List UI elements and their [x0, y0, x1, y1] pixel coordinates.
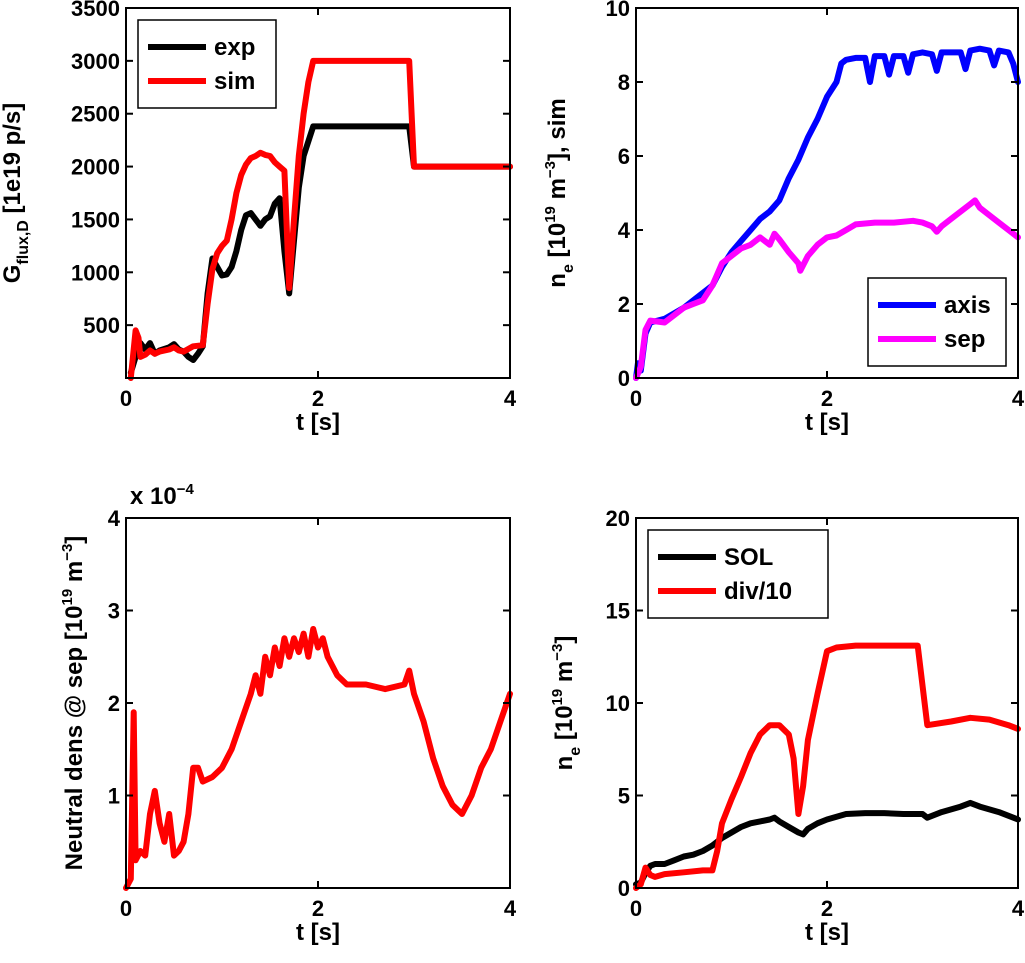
series-line-sim — [127, 57, 513, 381]
x-axis-label: t [s] — [805, 409, 849, 436]
chart-panel-top-left: 0 2 4 500 1000 1500 2000 2500 3000 3500 t [s] Gflux… — [0, 0, 517, 436]
series-line-neutral-density — [123, 626, 513, 891]
series-line-sep — [633, 197, 1021, 381]
legend-label: div/10 — [724, 578, 792, 605]
x-tick-label: 2 — [821, 896, 833, 921]
legend: axis sep — [867, 277, 1007, 367]
x-tick-label: 2 — [312, 896, 324, 921]
y-tick-label: 2500 — [71, 102, 120, 127]
y-tick-label: 5 — [618, 784, 630, 809]
y-tick-label: 8 — [618, 70, 630, 95]
y-tick-label: 4 — [108, 506, 121, 531]
y-tick-label: 0 — [618, 366, 630, 391]
y-tick-label: 0 — [618, 876, 630, 901]
y-tick-label: 15 — [606, 599, 630, 624]
y-tick-label: 10 — [606, 691, 630, 716]
legend-box — [867, 277, 1007, 367]
x-tick-label: 0 — [120, 896, 132, 921]
x-tick-label: 0 — [630, 386, 642, 411]
x-tick-label: 0 — [630, 896, 642, 921]
y-axis-label: Gflux,D [1e19 p/s] — [0, 103, 32, 284]
x-tick-label: 2 — [312, 386, 324, 411]
x-tick-label: 4 — [504, 386, 517, 411]
y-tick-label: 1 — [108, 784, 120, 809]
x-tick-label: 4 — [1012, 896, 1025, 921]
chart-panel-bottom-left: 0 2 4 1 2 3 4 t [s] Neutral dens @ sep [1019 m−3… — [59, 481, 517, 946]
legend-box — [647, 529, 829, 619]
x-axis-label: t [s] — [296, 409, 340, 436]
y-tick-label: 1000 — [71, 260, 120, 285]
x-tick-label: 4 — [1012, 386, 1025, 411]
x-axis-label: t [s] — [805, 919, 849, 946]
legend-label: SOL — [724, 544, 773, 571]
x-tick-label: 4 — [504, 896, 517, 921]
chart-panel-top-right: 0 2 4 0 2 4 6 8 10 t [s] ne [1019 m−3], sim axis sep — [542, 0, 1025, 436]
y-tick-label: 3500 — [71, 0, 120, 21]
legend-label: axis — [944, 292, 991, 319]
series-line-exp — [127, 123, 513, 376]
y-tick-label: 6 — [618, 144, 630, 169]
series-line-sol — [633, 799, 1021, 888]
y-tick-label: 10 — [606, 0, 630, 21]
legend-label: sim — [214, 68, 255, 95]
y-axis-label: ne [1019 m−3], sim — [542, 98, 577, 287]
y-axis-label: ne [1019 m−3] — [549, 636, 584, 771]
y-axis-label: Neutral dens @ sep [1019 m−3] — [59, 536, 88, 871]
y-tick-label: 1500 — [71, 207, 120, 232]
y-tick-label: 500 — [83, 313, 120, 338]
legend: exp sim — [137, 19, 277, 109]
y-tick-label: 20 — [606, 506, 630, 531]
x-axis-label: t [s] — [296, 919, 340, 946]
legend: SOL div/10 — [647, 529, 829, 619]
y-tick-label: 4 — [618, 218, 631, 243]
legend-label: exp — [214, 34, 255, 61]
y-tick-label: 2000 — [71, 155, 120, 180]
y-tick-label: 3000 — [71, 49, 120, 74]
legend-box — [137, 19, 277, 109]
y-axis-multiplier: x 10−4 — [130, 481, 194, 510]
x-tick-label: 0 — [120, 386, 132, 411]
y-tick-label: 2 — [108, 691, 120, 716]
chart-panel-bottom-right: 0 2 4 0 5 10 15 20 t [s] ne [1019 m−3] SOL div/10 — [549, 506, 1025, 946]
legend-label: sep — [944, 326, 985, 353]
series-line-div-10 — [633, 642, 1021, 891]
x-tick-label: 2 — [821, 386, 833, 411]
y-tick-label: 2 — [618, 292, 630, 317]
y-tick-label: 3 — [108, 599, 120, 624]
